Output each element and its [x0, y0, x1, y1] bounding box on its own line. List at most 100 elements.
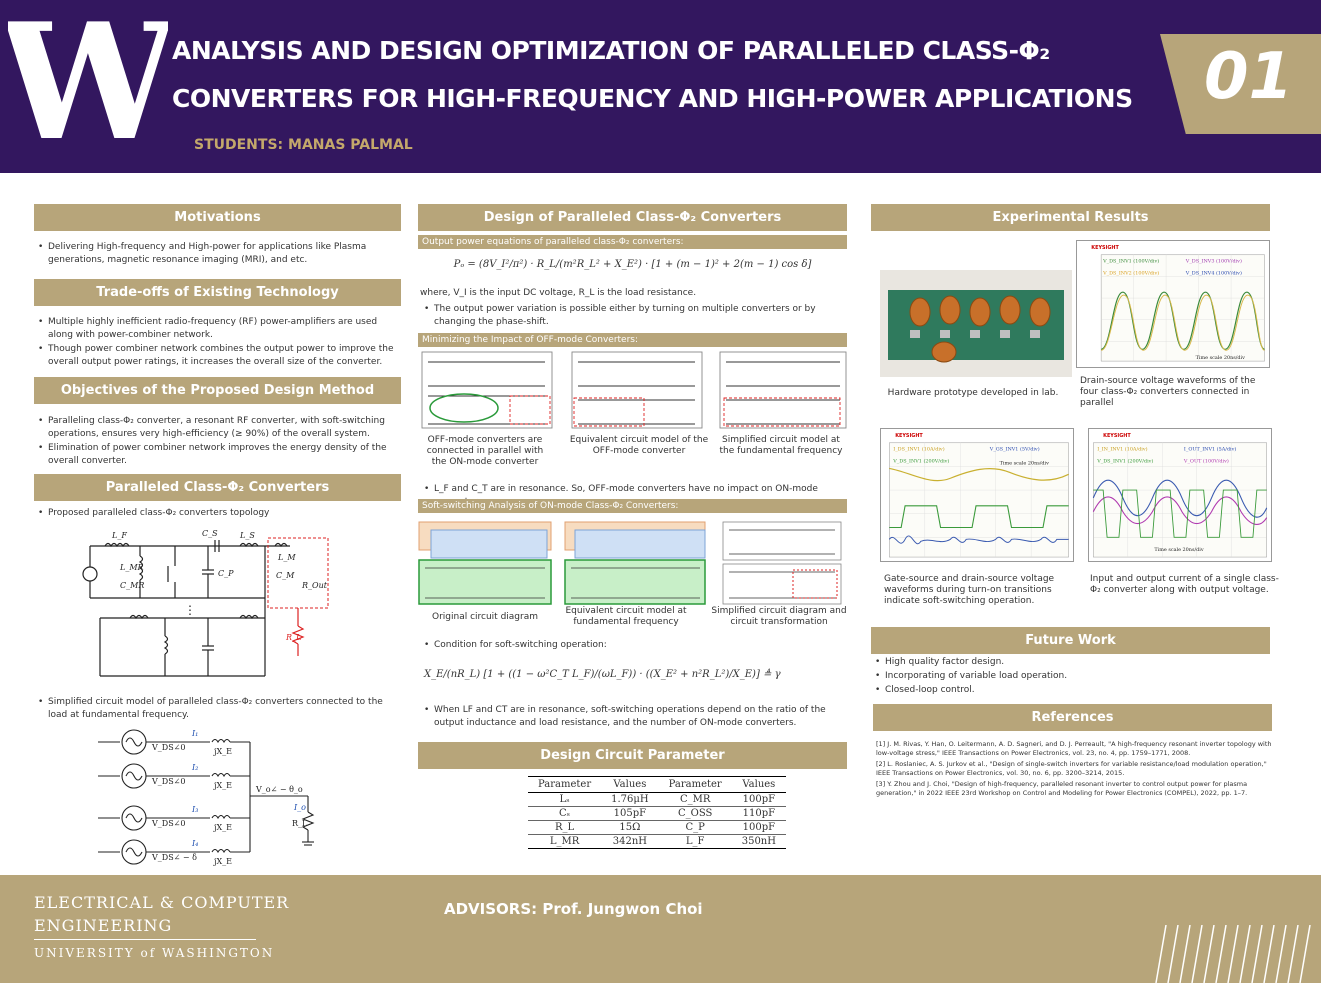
simplified-model-diagram: V_DS∠0 V_DS∠0 V_DS∠0 V_DS∠ − δ jX_E jX_E…: [98, 729, 315, 866]
list-item: Closed-loop control.: [871, 684, 1270, 697]
table-cell: 1.76μH: [601, 792, 659, 807]
section-experimental-title: Experimental Results: [871, 204, 1270, 231]
reference-item: [1] J. M. Rivas, Y. Han, O. Leitermann, …: [876, 740, 1272, 757]
caption-scope2: Gate-source and drain-source voltage wav…: [884, 574, 1055, 606]
students: STUDENTS: MANAS PALMAL: [194, 137, 413, 153]
label-vds-1: V_DS∠0: [151, 743, 185, 752]
list-item: Paralleling class-Φ₂ converter, a resona…: [34, 415, 401, 441]
scope-vds-four: KEYSIGHT V_DS_INV1 (100V/div) V_DS_INV2 …: [1076, 240, 1270, 368]
design-conclusion: When LF and CT are in resonance, soft-sw…: [420, 704, 847, 731]
table-cell: 100pF: [731, 820, 786, 835]
caption-off-b: Equivalent circuit model of the OFF-mode…: [569, 435, 709, 456]
label-lm: L_M: [277, 553, 296, 562]
table-row: Lₛ 1.76μH C_MR 100pF: [528, 792, 786, 807]
label-cmr: C_MR: [120, 581, 144, 590]
section-design-title: Design of Paralleled Class-Φ₂ Converters: [418, 204, 847, 231]
scope1-brand: KEYSIGHT: [1091, 245, 1119, 251]
label-i1: I₁: [191, 729, 198, 738]
list-item: Simplified circuit model of paralleled c…: [34, 696, 401, 722]
poster-number-badge: [1160, 34, 1321, 134]
department-name-line1: ELECTRICAL & COMPUTER: [34, 893, 290, 912]
header: [0, 0, 1321, 173]
objectives-body: Paralleling class-Φ₂ converter, a resona…: [34, 415, 401, 469]
label-i3: I₃: [191, 805, 198, 814]
label-ls: L_S: [239, 531, 255, 540]
table-cell: C_OSS: [658, 806, 732, 821]
hardware-photo: [880, 270, 1072, 377]
scope-currents: KEYSIGHT I_IN_INV1 (10A/div) V_DS_INV1 (…: [1088, 428, 1272, 562]
future-body: High quality factor design. Incorporatin…: [871, 656, 1270, 698]
table-cell: R_L: [528, 820, 602, 835]
scope1-legend-4: V_DS_INV4 (100V/div): [1185, 269, 1242, 276]
poster-number: 01: [1204, 40, 1294, 114]
table-header: Values: [731, 776, 786, 793]
table-row: L_MR 342nH L_F 350nH: [528, 834, 786, 849]
caption-scope1: Drain-source voltage waveforms of the fo…: [1080, 376, 1256, 408]
table-cell: 342nH: [601, 834, 659, 849]
scope3-legend-2: V_DS_INV1 (200V/div): [1096, 457, 1153, 464]
design-condition: Condition for soft-switching operation:: [420, 639, 847, 653]
list-item: The output power variation is possible e…: [420, 303, 847, 329]
scope3-legend-4: V_OUT (100V/div): [1183, 457, 1229, 464]
label-rl: R_L: [285, 633, 301, 642]
scope1-time: Time scale 20ns/div: [1196, 355, 1245, 361]
list-item: Elimination of power combiner network im…: [34, 442, 401, 468]
label-io: I_o: [293, 803, 306, 812]
label-jxe-4: jX_E: [213, 857, 232, 866]
footer-divider: [34, 939, 256, 940]
label-cp: C_P: [218, 569, 234, 578]
table-cell: 110pF: [731, 806, 786, 821]
label-i2: I₂: [191, 763, 198, 772]
reference-item: [2] L. Roslaniec, A. S. Jurkov et al., "…: [876, 760, 1267, 777]
design-sub2: Minimizing the Impact of OFF-mode Conver…: [418, 333, 847, 347]
label-i4: I₄: [191, 839, 198, 848]
section-tradeoffs-title: Trade-offs of Existing Technology: [34, 279, 401, 306]
scope2-brand: KEYSIGHT: [895, 433, 923, 439]
topology-circuit-diagram: L_F C_S L_S L_MR C_MR C_P L_M C_M R_Out …: [82, 529, 329, 677]
scope-vgs-vds: KEYSIGHT I_DS_INV1 (10A/div) V_DS_INV1 (…: [880, 428, 1074, 562]
footer: [0, 875, 1321, 983]
paralleled-bullet1: Proposed paralleled class-Φ₂ converters …: [34, 507, 401, 521]
parameter-table: Parameter Values Parameter Values Lₛ 1.7…: [528, 776, 786, 849]
tradeoffs-body: Multiple highly inefficient radio-freque…: [34, 316, 401, 370]
scope2-legend-2: V_DS_INV1 (200V/div): [892, 457, 949, 464]
scope3-legend-3: I_OUT_INV1 (5A/div): [1184, 446, 1236, 453]
list-item: Multiple highly inefficient radio-freque…: [34, 316, 401, 342]
design-variation: The output power variation is possible e…: [420, 303, 847, 330]
list-item: Though power combiner network combines t…: [34, 343, 401, 369]
table-header: Parameter: [658, 776, 732, 793]
design-sub3: Soft-switching Analysis of ON-mode Class…: [418, 499, 847, 513]
scope1-legend-1: V_DS_INV1 (100V/div): [1102, 258, 1159, 265]
table-cell: L_F: [658, 834, 732, 849]
table-cell: 15Ω: [601, 820, 659, 835]
table-row: R_L 15Ω C_P 100pF: [528, 820, 786, 835]
scope2-legend-1: I_DS_INV1 (10A/div): [893, 446, 944, 453]
table-cell: 350nH: [731, 834, 786, 849]
scope2-legend-3: V_GS_INV1 (5V/div): [989, 446, 1040, 453]
scope3-brand: KEYSIGHT: [1103, 433, 1131, 439]
off-mode-diagrams: [421, 351, 847, 429]
label-vds-4: V_DS∠ − δ: [151, 853, 197, 862]
label-rout: R_Out: [301, 581, 328, 590]
scope3-legend-1: I_IN_INV1 (10A/div): [1097, 446, 1147, 453]
table-cell: 105pF: [601, 806, 659, 821]
label-vo: V_o∠ − θ_o: [255, 785, 303, 794]
section-references-title: References: [873, 704, 1272, 731]
department-name-line2: ENGINEERING: [34, 916, 173, 935]
table-header-row: Parameter Values Parameter Values: [528, 776, 786, 793]
label-lf: L_F: [111, 531, 127, 540]
logo-letter: W: [8, 10, 168, 150]
list-item: Condition for soft-switching operation:: [420, 639, 847, 652]
table-cell: Lₛ: [528, 792, 602, 807]
power-equation: Pₒ = (8V_I²/π²) · R_L/(m²R_L² + X_E²) · …: [453, 259, 812, 270]
design-sub1: Output power equations of paralleled cla…: [418, 235, 847, 249]
label-cs: C_S: [202, 529, 218, 538]
design-where: where, V_I is the input DC voltage, R_L …: [420, 288, 697, 298]
list-item: When LF and CT are in resonance, soft-sw…: [420, 704, 847, 730]
scope1-legend-3: V_DS_INV3 (100V/div): [1185, 258, 1242, 265]
table-cell: C_MR: [658, 792, 732, 807]
table-cell: C_P: [658, 820, 732, 835]
table-cell: 100pF: [731, 792, 786, 807]
table-cell: L_MR: [528, 834, 602, 849]
